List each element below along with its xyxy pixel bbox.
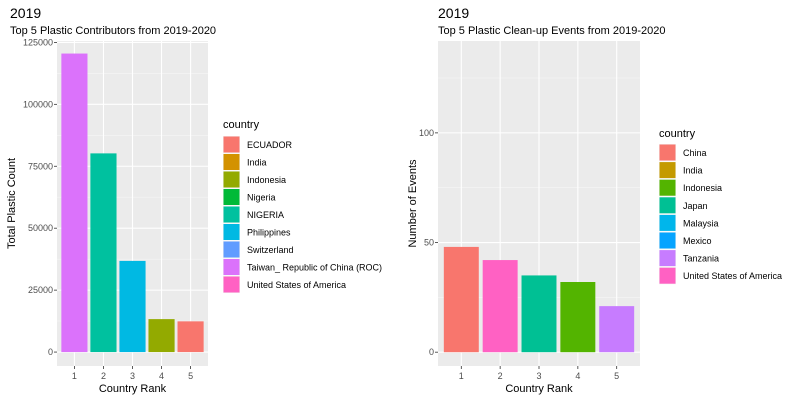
legend-label: Japan bbox=[683, 201, 708, 211]
legend-label: ECUADOR bbox=[247, 140, 293, 150]
x-tick-label: 2 bbox=[101, 371, 106, 381]
x-tick-label: 4 bbox=[159, 371, 164, 381]
bar-rank-4 bbox=[148, 319, 175, 353]
chart-subtitle: Top 5 Plastic Clean-up Events from 2019-… bbox=[438, 25, 665, 37]
x-tick-label: 1 bbox=[459, 371, 464, 381]
legend-label: NIGERIA bbox=[247, 210, 284, 220]
bar-rank-1 bbox=[61, 53, 88, 353]
legend-swatch bbox=[223, 154, 240, 170]
legend-swatch bbox=[223, 189, 240, 205]
chart-1: 2019 Top 5 Plastic Contributors from 2019… bbox=[6, 5, 382, 395]
y-tick-label: 0 bbox=[429, 347, 434, 357]
legend-swatch bbox=[659, 197, 676, 214]
chart-subtitle: Top 5 Plastic Contributors from 2019-202… bbox=[10, 25, 216, 37]
legend-label: Tanzania bbox=[683, 254, 719, 264]
bar-rank-2 bbox=[482, 260, 518, 353]
legend-swatch bbox=[659, 232, 676, 249]
x-tick-label: 5 bbox=[188, 371, 193, 381]
y-tick-label: 50 bbox=[424, 238, 434, 248]
bar-rank-3 bbox=[521, 275, 557, 353]
legend-label: Mexico bbox=[683, 236, 712, 246]
y-tick-label: 100 bbox=[419, 128, 434, 138]
bar-rank-2 bbox=[90, 153, 117, 353]
legend-swatch bbox=[223, 171, 240, 188]
legend: country China India Indonesia Japan Malaysia M… bbox=[659, 128, 782, 285]
chart-title: 2019 bbox=[438, 5, 469, 21]
chart-2: 2019 Top 5 Plastic Clean-up Events from 2… bbox=[407, 5, 782, 395]
bar-rank-4 bbox=[560, 282, 596, 353]
legend-swatch bbox=[223, 136, 240, 153]
legend-title: country bbox=[659, 128, 696, 140]
x-tick-label: 5 bbox=[614, 371, 619, 381]
y-tick-label: 25000 bbox=[28, 285, 53, 295]
legend-label: India bbox=[247, 158, 267, 168]
legend-swatch bbox=[223, 224, 240, 240]
legend-label: India bbox=[683, 166, 703, 176]
y-tick-label: 0 bbox=[48, 347, 53, 357]
legend-label: Malaysia bbox=[683, 218, 719, 228]
x-tick-label: 1 bbox=[72, 371, 77, 381]
legend-swatch bbox=[659, 267, 676, 284]
legend-swatch bbox=[659, 250, 676, 267]
y-axis-title: Number of Events bbox=[407, 159, 419, 248]
legend-swatch bbox=[223, 206, 240, 223]
x-tick-label: 3 bbox=[130, 371, 135, 381]
legend-label: Indonesia bbox=[683, 183, 722, 193]
bar-rank-1 bbox=[443, 246, 479, 353]
legend-label: Switzerland bbox=[247, 245, 294, 255]
x-tick-label: 3 bbox=[536, 371, 541, 381]
y-axis-title: Total Plastic Count bbox=[6, 158, 18, 249]
x-tick-label: 2 bbox=[498, 371, 503, 381]
y-tick-label: 50000 bbox=[28, 223, 53, 233]
legend-swatch bbox=[659, 162, 676, 179]
legend-label: Taiwan_ Republic of China (ROC) bbox=[247, 263, 382, 273]
legend-swatch bbox=[659, 144, 676, 161]
legend-swatch bbox=[223, 276, 240, 293]
bar-rank-5 bbox=[599, 306, 635, 353]
y-tick-label: 125000 bbox=[23, 37, 53, 47]
x-tick-label: 4 bbox=[575, 371, 580, 381]
x-axis-title: Country Rank bbox=[505, 383, 573, 395]
legend-title: country bbox=[223, 119, 260, 131]
legend-label: Indonesia bbox=[247, 175, 286, 185]
legend-label: China bbox=[683, 148, 707, 158]
bar-rank-5 bbox=[177, 321, 204, 353]
chart-title: 2019 bbox=[10, 5, 41, 21]
legend-label: Philippines bbox=[247, 228, 291, 238]
legend-label: United States of America bbox=[247, 280, 346, 290]
legend-label: United States of America bbox=[683, 271, 782, 281]
legend-label: Nigeria bbox=[247, 193, 276, 203]
x-axis-title: Country Rank bbox=[99, 383, 167, 395]
legend-swatch bbox=[659, 179, 676, 196]
legend: country ECUADOR India Indonesia Nigeria NIGER… bbox=[223, 119, 382, 293]
legend-swatch bbox=[223, 241, 240, 258]
bar-rank-3 bbox=[119, 260, 146, 353]
y-tick-label: 75000 bbox=[28, 161, 53, 171]
legend-swatch bbox=[659, 214, 676, 231]
y-tick-label: 100000 bbox=[23, 99, 53, 109]
legend-swatch bbox=[223, 259, 240, 275]
